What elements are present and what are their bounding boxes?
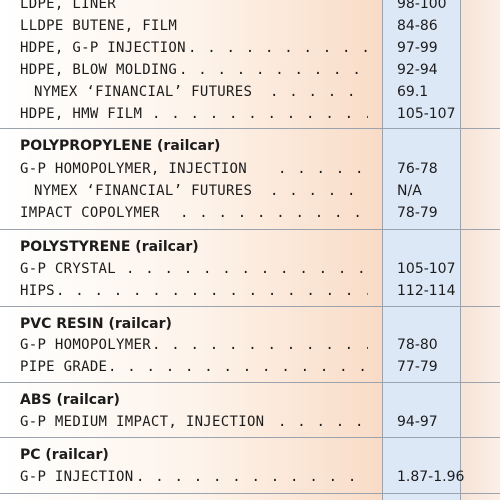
row-label: LDPE, LINER: [20, 0, 117, 12]
dot-leader: . . . . . . . . . . . . . . . . . . . . …: [152, 106, 368, 122]
row-value: 97-99: [397, 40, 438, 56]
section-header: POLYSTYRENE (railcar): [20, 239, 199, 255]
dot-leader: . . . . . . . . . . . . . .: [270, 183, 368, 199]
row-value: 105-107: [397, 106, 456, 122]
section-header: PC (railcar): [20, 447, 109, 463]
table-row: HIPS . . . . . . . . . . . . . . . . . .…: [0, 280, 500, 302]
row-value: 92-94: [397, 62, 438, 78]
section-divider: [0, 382, 500, 383]
table-row: G-P HOMOPOLYMER, INJECTION . . . . . . .…: [0, 158, 500, 180]
column-divider-right: [460, 0, 461, 500]
row-label: G-P MEDIUM IMPACT, INJECTION: [20, 414, 265, 430]
table-row: HDPE, BLOW MOLDING . . . . . . . . . . .…: [0, 59, 500, 81]
dot-leader: . . . . . . . . . . . .: [278, 161, 368, 177]
section-header: POLYPROPYLENE (railcar): [20, 138, 221, 154]
section-divider: [0, 437, 500, 438]
row-label: G-P CRYSTAL: [20, 261, 117, 277]
table-row: IMPACT COPOLYMER . . . . . . . . . . . .…: [0, 202, 500, 224]
table-row: G-P INJECTION . . . . . . . . . . . . . …: [0, 466, 500, 488]
table-row: HDPE, G-P INJECTION . . . . . . . . . . …: [0, 37, 500, 59]
column-divider-left: [382, 0, 383, 500]
row-value: 78-79: [397, 205, 438, 221]
dot-leader: . . . . . . . . . . . . . . . . . . . . …: [180, 205, 368, 221]
row-label: HDPE, HMW FILM: [20, 106, 143, 122]
row-label: G-P HOMOPOLYMER: [20, 337, 151, 353]
row-value: 112-114: [397, 283, 456, 299]
dot-leader: . . . . . . . . . . . . . . . . . . . . …: [126, 261, 368, 277]
row-value: 78-80: [397, 337, 438, 353]
dot-leader: . . . . . . . . . . . . . . . . . . . . …: [188, 40, 368, 56]
dot-leader: . . . . . . . . . . . . . . . . . . . . …: [179, 62, 368, 78]
row-label: PIPE GRADE: [20, 359, 108, 375]
dot-leader: . . . . . . . . . . . .: [278, 414, 368, 430]
section-divider: [0, 306, 500, 307]
dot-leader: . . . . . . . . . . . . . . . . . . . . …: [136, 469, 368, 485]
row-label: NYMEX ‘FINANCIAL’ FUTURES: [34, 183, 253, 199]
dot-leader: . . . . . . . . . . . . . .: [270, 84, 368, 100]
section-divider: [0, 493, 500, 494]
row-value: 94-97: [397, 414, 438, 430]
dot-leader: . . . . . . . . . . . . . . . . . . . . …: [108, 359, 368, 375]
section-divider: [0, 229, 500, 230]
row-value: 1.87-1.96: [397, 469, 465, 485]
row-value: 105-107: [397, 261, 456, 277]
table-row: NYMEX ‘FINANCIAL’ FUTURES . . . . . . . …: [0, 180, 500, 202]
row-label: G-P HOMOPOLYMER, INJECTION: [20, 161, 247, 177]
table-row: G-P CRYSTAL . . . . . . . . . . . . . . …: [0, 258, 500, 280]
row-label: G-P INJECTION: [20, 469, 134, 485]
row-label: NYMEX ‘FINANCIAL’ FUTURES: [34, 84, 253, 100]
row-value: 84-86: [397, 18, 438, 34]
row-label: LLDPE BUTENE, FILM: [20, 18, 178, 34]
table-row: PIPE GRADE . . . . . . . . . . . . . . .…: [0, 356, 500, 378]
table-row: G-P HOMOPOLYMER . . . . . . . . . . . . …: [0, 334, 500, 356]
row-label: IMPACT COPOLYMER: [20, 205, 160, 221]
row-value: 69.1: [397, 84, 429, 100]
table-row: LDPE, LINER 98-100: [0, 0, 500, 15]
row-label: HDPE, G-P INJECTION: [20, 40, 186, 56]
price-column-background: [382, 0, 460, 500]
section-header: PVC RESIN (railcar): [20, 316, 172, 332]
section-header: ABS (railcar): [20, 392, 120, 408]
row-value: 76-78: [397, 161, 438, 177]
table-row: NYMEX ‘FINANCIAL’ FUTURES . . . . . . . …: [0, 81, 500, 103]
section-divider: [0, 128, 500, 129]
right-margin: [460, 0, 500, 500]
table-row: G-P MEDIUM IMPACT, INJECTION . . . . . .…: [0, 411, 500, 433]
row-value: 77-79: [397, 359, 438, 375]
row-value: N/A: [397, 183, 422, 199]
table-row: HDPE, HMW FILM . . . . . . . . . . . . .…: [0, 103, 500, 125]
dot-leader: . . . . . . . . . . . . . . . . . . . . …: [56, 283, 368, 299]
row-label: HIPS: [20, 283, 55, 299]
dot-leader: . . . . . . . . . . . . . . . . . . . . …: [152, 337, 368, 353]
table-row: LLDPE BUTENE, FILM 84-86: [0, 15, 500, 37]
row-value: 98-100: [397, 0, 447, 12]
row-label: HDPE, BLOW MOLDING: [20, 62, 178, 78]
